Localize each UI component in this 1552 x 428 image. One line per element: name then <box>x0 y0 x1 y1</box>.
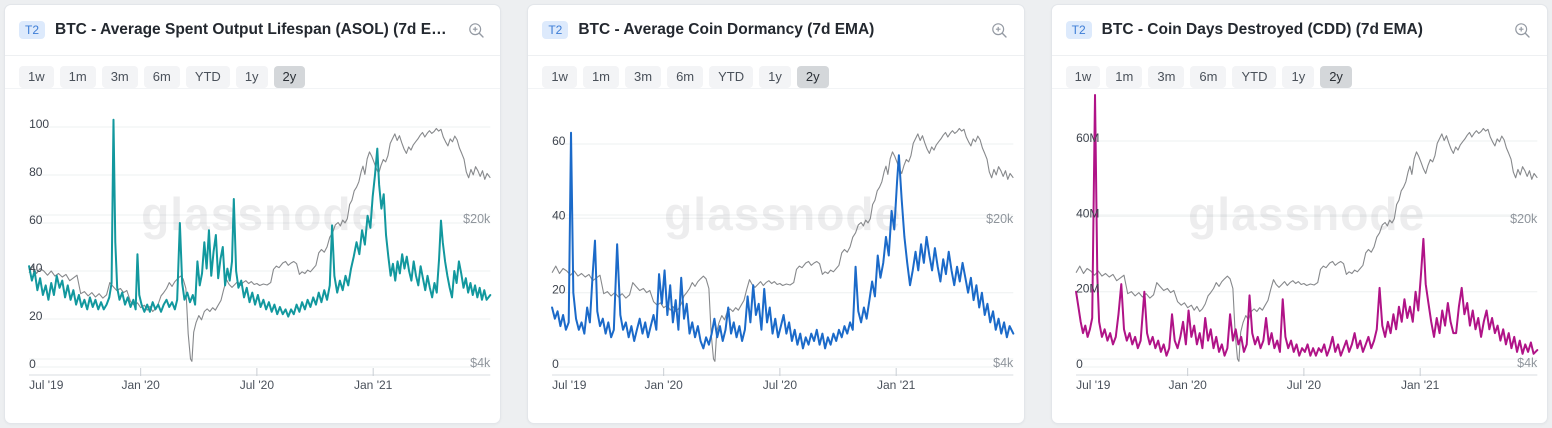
chart-panel-1: T2 BTC - Average Spent Output Lifespan (… <box>4 4 502 424</box>
x-axis-label: Jan '21 <box>877 378 916 392</box>
x-axis-label: Jul '19 <box>29 378 64 392</box>
range-button-3m[interactable]: 3m <box>625 66 662 88</box>
gridlines <box>29 126 491 368</box>
chart-title: BTC - Average Coin Dormancy (7d EMA) <box>578 21 875 38</box>
x-axis-label: Jan '20 <box>645 378 684 392</box>
x-axis-label: Jul '19 <box>1076 378 1111 392</box>
y-axis-label: 40M <box>1076 206 1099 220</box>
y-axis-label: 60 <box>552 134 566 148</box>
zoom-in-icon[interactable] <box>990 20 1010 40</box>
tier-badge: T2 <box>542 21 569 39</box>
range-button-3m[interactable]: 3m <box>1148 66 1185 88</box>
btc-price-line <box>1075 127 1538 362</box>
range-toolbar: 1w 1m 3m 6m YTD 1y 2y <box>5 56 501 89</box>
range-button-1y[interactable]: 1y <box>235 66 268 88</box>
y-axis-label: 100 <box>29 117 49 131</box>
chart-panel-3: T2 BTC - Coin Days Destroyed (CDD) (7d E… <box>1050 4 1548 424</box>
chart-canvas[interactable]: glassnode Jul '19 Jan '20 Jul '20 Jan '21 0 20… <box>528 89 1023 421</box>
range-button-1m[interactable]: 1m <box>582 66 620 88</box>
chart-canvas[interactable]: glassnode Jul '19 Jan '20 Jul '20 Jan '21 0 20… <box>1052 89 1547 421</box>
y-axis-label: 80 <box>29 165 43 179</box>
range-button-2y[interactable]: 2y <box>1320 66 1352 88</box>
x-axis-label: Jul '20 <box>763 378 798 392</box>
range-button-ytd[interactable]: YTD <box>1232 66 1277 88</box>
chart-panel-2: T2 BTC - Average Coin Dormancy (7d EMA) … <box>527 4 1025 424</box>
x-axis-label: Jan '20 <box>1168 378 1207 392</box>
y-axis-label: 40 <box>29 261 43 275</box>
y-axis-label: 20M <box>1076 282 1099 296</box>
range-button-ytd[interactable]: YTD <box>709 66 754 88</box>
metric-line <box>551 131 1015 350</box>
y-axis-label: 20 <box>552 283 566 297</box>
price-axis-label: $4k <box>470 356 491 370</box>
range-button-2y[interactable]: 2y <box>796 66 829 88</box>
range-button-3m[interactable]: 3m <box>101 66 138 88</box>
y-axis-label: 60M <box>1076 131 1099 145</box>
y-axis-label: 20 <box>29 309 43 323</box>
tier-badge: T2 <box>19 21 46 39</box>
range-toolbar: 1w 1m 3m 6m YTD 1y 2y <box>1051 56 1547 89</box>
x-axis-label: Jul '20 <box>1286 378 1321 392</box>
y-axis-label: 40 <box>552 208 566 222</box>
price-axis-label: $4k <box>993 356 1014 370</box>
x-axis-label: Jan '21 <box>354 378 393 392</box>
y-axis-label: 60 <box>29 213 43 227</box>
btc-price-line <box>28 127 491 362</box>
x-axis-label: Jul '20 <box>240 378 275 392</box>
x-axis-label: Jan '21 <box>1401 378 1440 392</box>
magnifier-plus-glyph <box>992 22 1007 38</box>
zoom-in-icon[interactable] <box>1513 20 1533 40</box>
glassnode-watermark: glassnode <box>141 188 378 240</box>
y-axis-label: 0 <box>552 357 559 371</box>
range-toolbar: 1w 1m 3m 6m YTD 1y 2y <box>528 56 1024 89</box>
x-axis-label: Jul '19 <box>552 378 587 392</box>
y-axis-label: 0 <box>29 357 36 371</box>
panel-header: T2 BTC - Coin Days Destroyed (CDD) (7d E… <box>1051 5 1547 56</box>
glassnode-watermark: glassnode <box>664 188 901 240</box>
range-button-1w[interactable]: 1w <box>19 66 54 88</box>
chart-title: BTC - Average Spent Output Lifespan (ASO… <box>55 21 457 38</box>
panel-header: T2 BTC - Average Coin Dormancy (7d EMA) <box>528 5 1024 56</box>
range-button-1m[interactable]: 1m <box>59 66 96 88</box>
range-button-1m[interactable]: 1m <box>1106 66 1143 88</box>
btc-price-line <box>551 127 1015 362</box>
gridlines <box>552 143 1014 368</box>
metric-line <box>28 118 492 318</box>
y-axis-label: 0 <box>1076 357 1083 371</box>
magnifier-plus-glyph <box>469 22 484 38</box>
zoom-in-icon[interactable] <box>466 20 486 40</box>
price-axis-label: $20k <box>986 212 1014 226</box>
range-button-6m[interactable]: 6m <box>667 66 704 88</box>
price-axis-label: $4k <box>1517 356 1538 370</box>
range-button-6m[interactable]: 6m <box>143 66 180 88</box>
chart-canvas[interactable]: glassnode Jul '19 Jan '20 Jul '20 Jan '21 0 20… <box>5 89 500 421</box>
range-button-1y[interactable]: 1y <box>759 66 791 88</box>
x-axis-label: Jan '20 <box>121 378 160 392</box>
range-button-1w[interactable]: 1w <box>542 66 577 88</box>
price-axis-label: $20k <box>463 212 491 226</box>
price-axis-label: $20k <box>1510 212 1538 226</box>
tier-badge: T2 <box>1065 21 1092 39</box>
range-button-1w[interactable]: 1w <box>1065 66 1101 88</box>
range-button-1y[interactable]: 1y <box>1282 66 1315 88</box>
glassnode-watermark: glassnode <box>1188 188 1425 240</box>
range-button-ytd[interactable]: YTD <box>185 66 230 88</box>
panel-header: T2 BTC - Average Spent Output Lifespan (… <box>5 5 501 56</box>
range-button-2y[interactable]: 2y <box>273 66 306 88</box>
chart-title: BTC - Coin Days Destroyed (CDD) (7d EMA) <box>1101 21 1423 38</box>
gridlines <box>1075 140 1537 368</box>
magnifier-plus-glyph <box>1515 22 1531 38</box>
metric-line <box>1074 94 1538 357</box>
range-button-6m[interactable]: 6m <box>1190 66 1227 88</box>
